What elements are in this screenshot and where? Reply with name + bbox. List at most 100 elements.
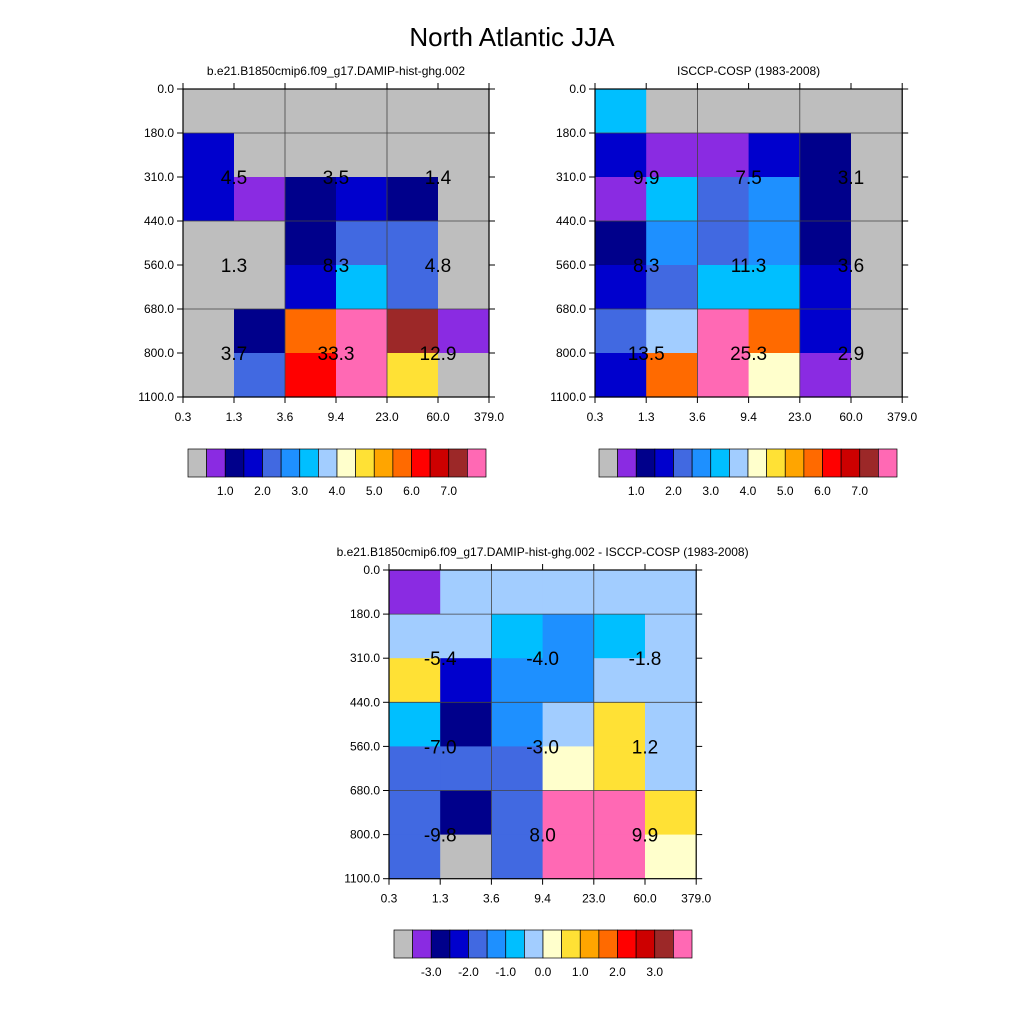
heatmap-cell [542,570,595,615]
x-tick-label: 1.3 [432,892,449,906]
x-tick-label: 0.3 [381,892,398,906]
heatmap-cell [646,265,698,310]
x-tick-label: 3.6 [689,410,706,424]
heatmap-cell [542,834,595,880]
heatmap-cell [387,309,439,354]
heatmap-cell [438,221,490,266]
x-tick-label: 60.0 [633,892,657,906]
heatmap-cell [183,177,235,222]
heatmap-cell [285,177,337,222]
cell-annotation: 8.0 [529,826,555,847]
x-tick-label: 3.6 [277,410,294,424]
y-tick-label: 800.0 [144,346,174,360]
heatmap-cell [593,570,646,615]
colorbar-box [561,929,581,959]
heatmap-cell [851,309,903,354]
heatmap-cell [440,702,492,747]
x-tick-label: 9.4 [328,410,345,424]
heatmap-cell [697,265,750,310]
heatmap-cell [645,614,697,659]
heatmap-cell [285,133,337,178]
x-tick-label: 0.3 [587,410,604,424]
colorbar-box [206,448,226,478]
heatmap-cell [748,309,801,354]
colorbar-label: 3.0 [291,484,308,498]
cell-annotation: 1.4 [425,168,452,189]
colorbar-box [355,448,375,478]
colorbar-box [373,448,394,478]
cell-annotation: 1.3 [221,256,247,277]
y-tick-label: 180.0 [350,607,380,621]
heatmap-cell [285,309,337,354]
heatmap-cell [183,265,235,310]
heatmap-cell [438,177,490,222]
y-tick-label: 560.0 [144,258,174,272]
colorbar-box [468,929,488,959]
heatmap-cell [285,89,337,134]
cell-annotation: 9.9 [632,826,658,847]
heatmap-cell [440,834,492,880]
y-tick-label: 680.0 [556,302,586,316]
cell-annotation: 3.6 [838,256,864,277]
y-tick-label: 680.0 [350,784,380,798]
heatmap-cell [748,353,801,398]
heatmap-cell [183,353,235,398]
cell-annotation: 8.3 [633,256,659,277]
heatmap-cell [440,570,492,615]
cell-annotation: -5.4 [424,649,457,670]
y-tick-label: 310.0 [556,170,586,184]
x-tick-label: 9.4 [534,892,551,906]
heatmap-cell [851,353,903,398]
heatmap-cell [440,746,492,792]
heatmap-cell [697,309,750,354]
cell-annotation: 9.9 [633,168,659,189]
heatmap-cell [799,177,852,222]
heatmap-cell [336,309,388,354]
colorbar-box [635,929,656,959]
panels: b.e21.B1850cmip6.f09_g17.DAMIP-hist-ghg.… [138,64,917,979]
cell-annotation: -7.0 [424,737,457,758]
colorbar-label: 4.0 [740,484,757,498]
heatmap-cell [646,309,698,354]
heatmap-cell [234,89,286,134]
cell-annotation: 3.1 [838,168,864,189]
x-tick-label: 1.3 [226,410,243,424]
heatmap-cell [542,702,595,747]
heatmap-cell [748,221,801,266]
cell-annotation: -4.0 [526,649,559,670]
heatmap-cell [387,265,439,310]
heatmap-cell [748,133,801,178]
x-tick-label: 60.0 [426,410,450,424]
y-tick-label: 800.0 [350,828,380,842]
cell-annotation: 7.5 [735,168,761,189]
colorbar-box [449,929,469,959]
heatmap-cell [234,309,286,354]
colorbar-label: 6.0 [403,484,420,498]
colorbar-box [784,448,805,478]
colorbar-box [747,448,767,478]
cell-annotation: 4.8 [425,256,451,277]
y-tick-label: 560.0 [350,739,380,753]
colorbar-label: -2.0 [458,965,479,979]
y-tick-label: 310.0 [350,651,380,665]
colorbar-box [429,448,450,478]
colorbar-box [598,929,618,959]
heatmap-cell [595,177,647,222]
cell-annotation: -1.8 [629,649,662,670]
heatmap-cell [438,309,490,354]
y-tick-label: 310.0 [144,170,174,184]
heatmap-cell [491,614,544,659]
panel-title: b.e21.B1850cmip6.f09_g17.DAMIP-hist-ghg.… [207,64,465,78]
heatmap-cell [851,133,903,178]
heatmap-cell [438,133,490,178]
x-tick-label: 379.0 [887,410,917,424]
heatmap-cell [234,353,286,398]
heatmap-cell [234,265,286,310]
heatmap-cell [697,353,750,398]
colorbar-box [505,929,525,959]
heatmap-cell [491,834,544,880]
y-tick-label: 1100.0 [138,390,174,404]
heatmap-cell [595,353,647,398]
colorbar-box [524,929,544,959]
heatmap-cell [851,265,903,310]
